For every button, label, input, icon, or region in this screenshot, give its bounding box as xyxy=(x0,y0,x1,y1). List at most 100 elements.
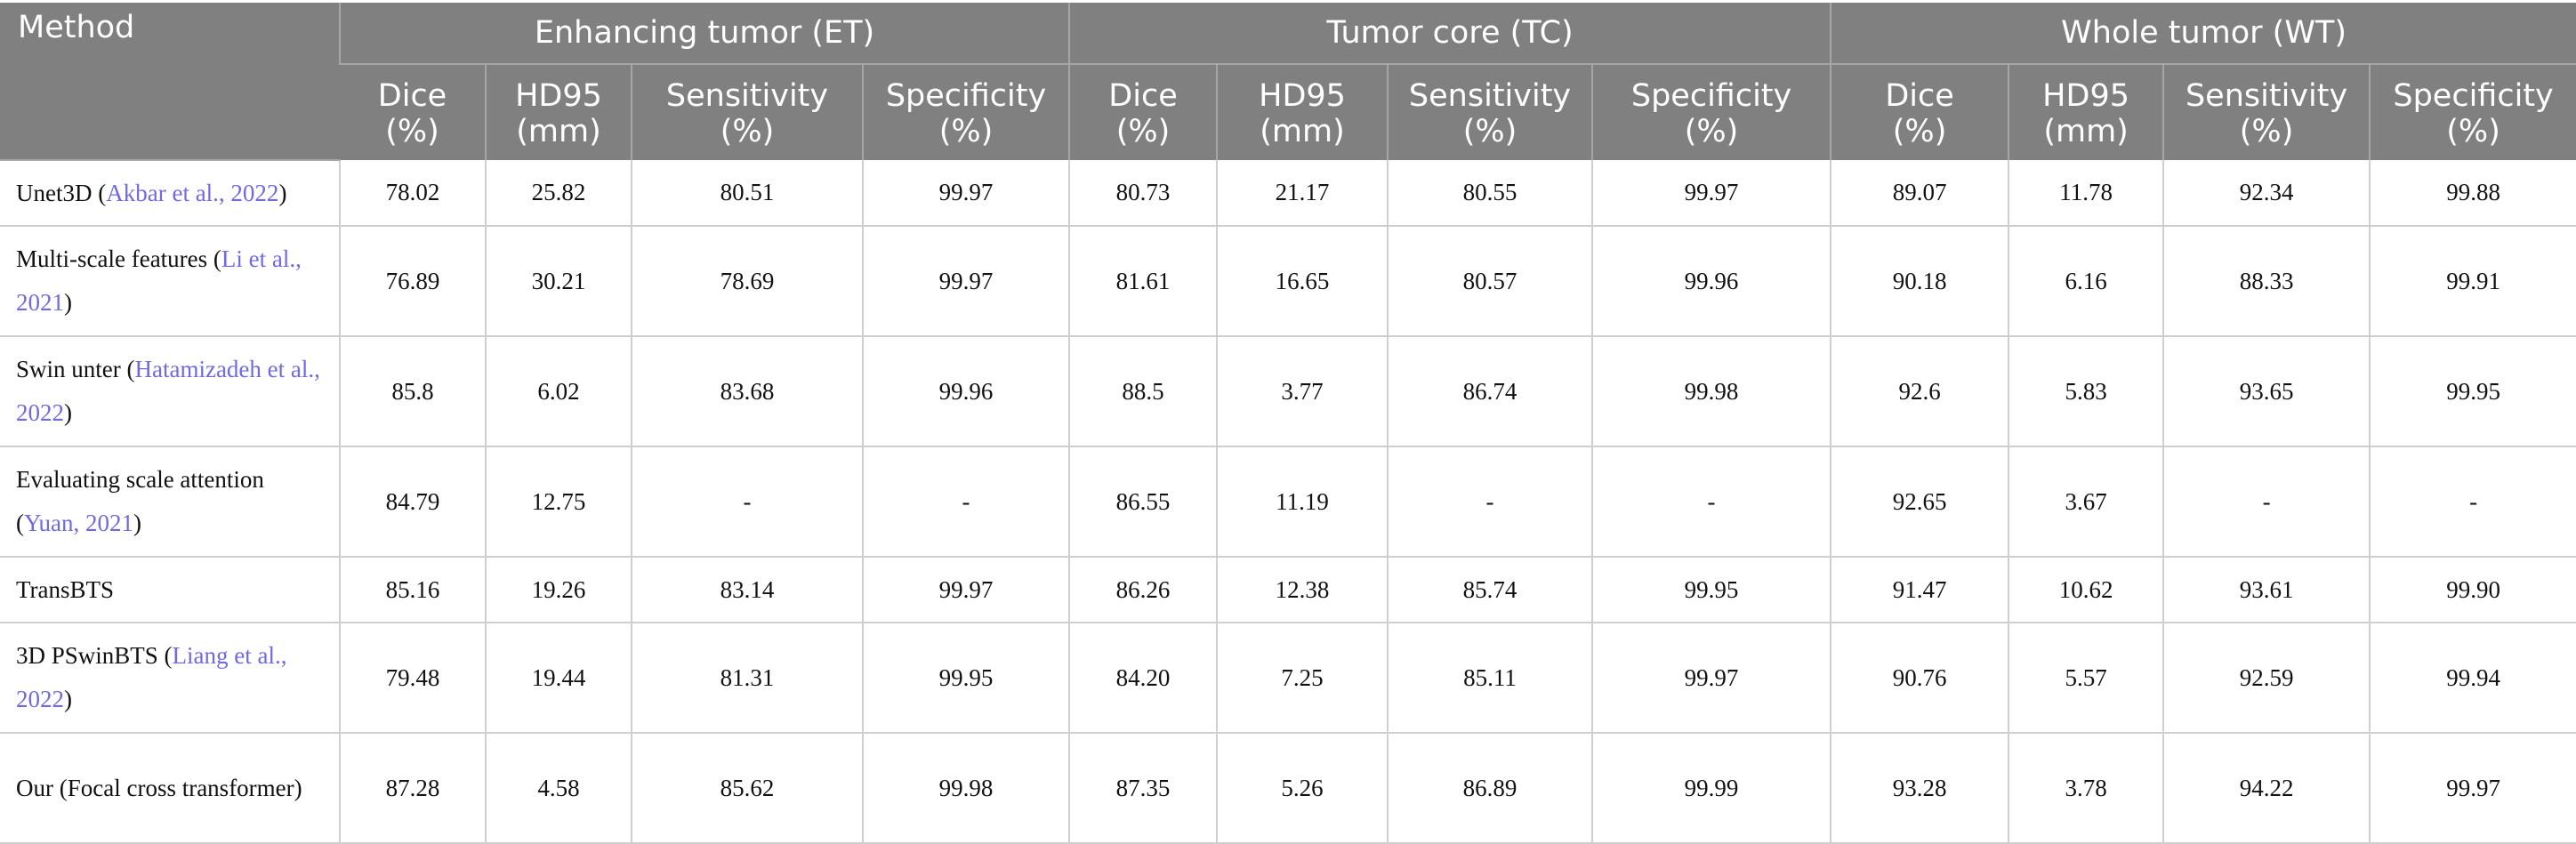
value-cell: 85.8 xyxy=(339,336,486,447)
metric-header: Dice (%) xyxy=(340,64,486,160)
value-cell: 99.97 xyxy=(1591,623,1831,734)
citation-link[interactable]: Liang et al., 2022 xyxy=(16,642,287,712)
value-cell: 80.73 xyxy=(1068,160,1218,227)
value-cell: 6.02 xyxy=(485,336,632,447)
value-cell: 92.34 xyxy=(2162,160,2371,227)
value-cell: 92.59 xyxy=(2162,623,2371,734)
value-cell: 3.78 xyxy=(2008,733,2164,844)
citation-link[interactable]: Hatamizadeh et al., 2022 xyxy=(16,356,320,426)
value-cell: 93.65 xyxy=(2162,336,2371,447)
value-cell: 5.26 xyxy=(1216,733,1389,844)
value-cell: - xyxy=(1591,446,1831,558)
metric-name: Dice xyxy=(377,77,447,114)
value-cell: 79.48 xyxy=(339,623,486,734)
value-cell: 99.95 xyxy=(1591,557,1831,623)
method-suffix: ) xyxy=(64,399,72,426)
value-cell: 99.95 xyxy=(861,623,1070,734)
table-body: Unet3D (Akbar et al., 2022) 78.02 25.82 80.… xyxy=(0,160,2576,844)
metric-header: Dice (%) xyxy=(1830,64,2009,160)
value-cell: 89.07 xyxy=(1830,160,2009,227)
value-cell: 84.79 xyxy=(339,446,486,558)
value-cell: 7.25 xyxy=(1216,623,1389,734)
value-cell: 80.55 xyxy=(1387,160,1593,227)
value-cell: - xyxy=(2369,446,2576,558)
metric-unit: (%) xyxy=(1115,113,1171,149)
value-cell: 99.97 xyxy=(861,557,1070,623)
value-cell: 6.16 xyxy=(2008,226,2164,337)
value-cell: 78.02 xyxy=(339,160,486,227)
value-cell: 12.38 xyxy=(1216,557,1389,623)
group-header-et: Enhancing tumor (ET) xyxy=(338,3,1070,65)
value-cell: 80.57 xyxy=(1387,226,1593,337)
method-cell: Unet3D (Akbar et al., 2022) xyxy=(0,160,340,227)
value-cell: 99.97 xyxy=(2369,733,2576,844)
value-cell: 19.44 xyxy=(485,623,632,734)
metric-name: Dice xyxy=(1108,77,1178,114)
metric-header: Specificity (%) xyxy=(861,64,1070,160)
citation-link[interactable]: Li et al., 2021 xyxy=(16,245,302,316)
value-cell: 93.28 xyxy=(1830,733,2009,844)
metric-header: Dice (%) xyxy=(1068,64,1218,160)
value-cell: 84.20 xyxy=(1068,623,1218,734)
value-cell: 30.21 xyxy=(485,226,632,337)
value-cell: 11.78 xyxy=(2008,160,2164,227)
value-cell: 86.55 xyxy=(1068,446,1218,558)
value-cell: 99.98 xyxy=(861,733,1070,844)
value-cell: 99.98 xyxy=(1591,336,1831,447)
value-cell: 85.74 xyxy=(1387,557,1593,623)
metric-unit: (mm) xyxy=(516,113,601,149)
value-cell: 10.62 xyxy=(2008,557,2164,623)
method-name: Multi-scale features ( xyxy=(16,245,221,272)
method-cell: Our (Focal cross transformer) xyxy=(0,733,340,844)
metric-unit: (%) xyxy=(720,113,775,149)
metric-header: HD95 (mm) xyxy=(485,64,632,160)
metric-header: Sensitivity (%) xyxy=(2162,64,2371,160)
metric-unit: (%) xyxy=(2239,113,2294,149)
value-cell: 76.89 xyxy=(339,226,486,337)
value-cell: 85.62 xyxy=(631,733,863,844)
method-cell: TransBTS xyxy=(0,557,340,623)
value-cell: 99.97 xyxy=(1591,160,1831,227)
value-cell: 81.61 xyxy=(1068,226,1218,337)
metric-name: HD95 xyxy=(515,77,602,114)
group-header-tc: Tumor core (TC) xyxy=(1068,3,1831,65)
table-row: Unet3D (Akbar et al., 2022) 78.02 25.82 80.… xyxy=(0,160,2576,227)
value-cell: 85.16 xyxy=(339,557,486,623)
value-cell: 4.58 xyxy=(485,733,632,844)
metric-header: Sensitivity (%) xyxy=(631,64,863,160)
value-cell: 90.76 xyxy=(1830,623,2009,734)
citation-link[interactable]: Akbar et al., 2022 xyxy=(106,179,279,206)
citation-link[interactable]: Yuan, 2021 xyxy=(24,510,133,536)
metric-header: Specificity (%) xyxy=(2369,64,2576,160)
value-cell: 99.96 xyxy=(1591,226,1831,337)
method-name: Evaluating scale attention ( xyxy=(16,466,264,536)
value-cell: 12.75 xyxy=(485,446,632,558)
value-cell: - xyxy=(1387,446,1593,558)
value-cell: 94.22 xyxy=(2162,733,2371,844)
method-suffix: ) xyxy=(64,686,72,712)
method-name: Our (Focal cross transformer) xyxy=(16,774,302,801)
value-cell: 5.57 xyxy=(2008,623,2164,734)
method-name: TransBTS xyxy=(16,575,115,603)
value-cell: 85.11 xyxy=(1387,623,1593,734)
value-cell: 90.18 xyxy=(1830,226,2009,337)
value-cell: 16.65 xyxy=(1216,226,1389,337)
value-cell: 91.47 xyxy=(1830,557,2009,623)
value-cell: 99.88 xyxy=(2369,160,2576,227)
table-row: Multi-scale features (Li et al., 2021) 76… xyxy=(0,226,2576,337)
value-cell: 80.51 xyxy=(631,160,863,227)
value-cell: 19.26 xyxy=(485,557,632,623)
value-cell: 78.69 xyxy=(631,226,863,337)
metric-unit: (%) xyxy=(1892,113,1947,149)
method-header: Method xyxy=(0,3,340,161)
value-cell: 21.17 xyxy=(1216,160,1389,227)
metric-name: HD95 xyxy=(1259,77,1346,114)
method-cell: Swin unter (Hatamizadeh et al., 2022) xyxy=(0,336,340,447)
value-cell: 87.28 xyxy=(339,733,486,844)
value-cell: 86.26 xyxy=(1068,557,1218,623)
value-cell: 25.82 xyxy=(485,160,632,227)
metric-name: HD95 xyxy=(2042,77,2129,114)
value-cell: 99.90 xyxy=(2369,557,2576,623)
method-name: Swin unter ( xyxy=(16,356,135,382)
metric-header: HD95 (mm) xyxy=(2008,64,2164,160)
